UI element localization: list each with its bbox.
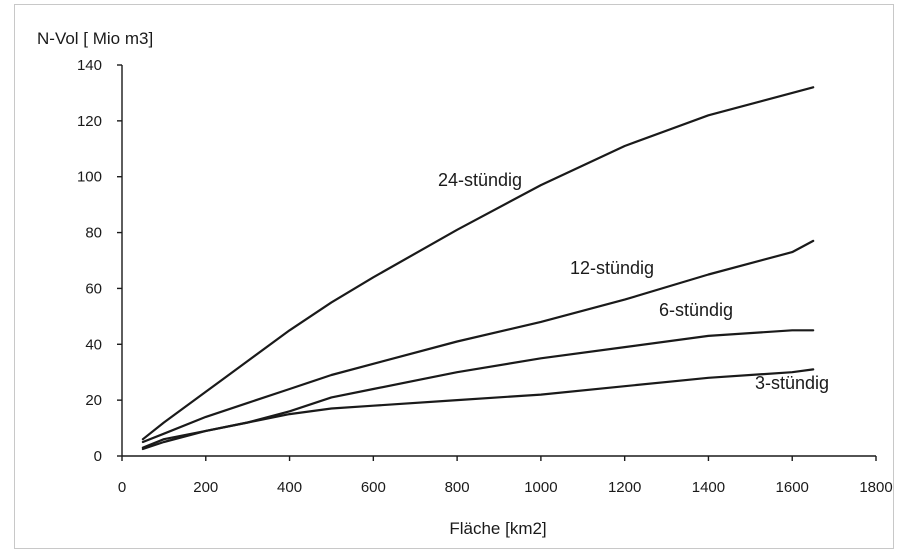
y-tick-label: 60 <box>85 280 102 297</box>
series-labels: 24-stündig 12-stündig 6-stündig 3-stündig <box>438 170 829 393</box>
axes: 0 200 400 600 800 1000 1200 1400 1600 1800 0 20 40 60… <box>77 57 893 496</box>
series-line-24-st-ndig <box>141 86 815 441</box>
y-axis-label: N-Vol [ Mio m3] <box>37 29 153 48</box>
series-group <box>141 86 815 451</box>
x-tick-label: 1000 <box>524 479 557 496</box>
y-tick-label: 20 <box>85 392 102 409</box>
x-tick-label: 400 <box>277 479 302 496</box>
series-label-3-st-ndig: 3-stündig <box>755 373 829 393</box>
x-tick-label: 1800 <box>859 479 892 496</box>
x-tick-label: 200 <box>193 479 218 496</box>
series-line-6-st-ndig <box>141 329 815 449</box>
x-tick-label: 1200 <box>608 479 641 496</box>
series-label-24-st-ndig: 24-stündig <box>438 170 522 190</box>
x-axis-label: Fläche [km2] <box>449 519 546 538</box>
x-tick-label: 1400 <box>692 479 725 496</box>
x-tick-label: 800 <box>445 479 470 496</box>
y-tick-label: 140 <box>77 57 102 74</box>
series-label-6-st-ndig: 6-stündig <box>659 300 733 320</box>
series-line-12-st-ndig <box>141 239 815 444</box>
y-tick-label: 0 <box>94 448 102 465</box>
y-tick-label: 80 <box>85 225 102 242</box>
y-tick-label: 40 <box>85 336 102 353</box>
y-tick-label: 120 <box>77 113 102 130</box>
chart-frame <box>14 4 894 549</box>
x-tick-label: 600 <box>361 479 386 496</box>
series-label-12-st-ndig: 12-stündig <box>570 258 654 278</box>
x-tick-label: 0 <box>118 479 126 496</box>
y-tick-label: 100 <box>77 169 102 186</box>
series-line-3-st-ndig <box>141 368 815 451</box>
x-tick-label: 1600 <box>776 479 809 496</box>
